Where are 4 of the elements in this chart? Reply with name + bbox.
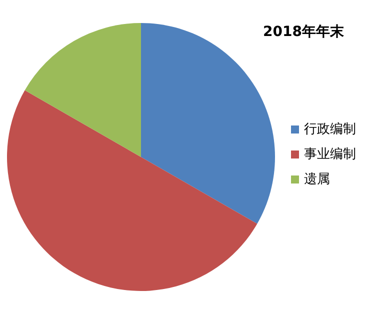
legend-label: 事业编制	[304, 147, 356, 162]
chart-title: 2018年年末	[263, 24, 345, 40]
legend-label: 遗属	[304, 172, 330, 187]
legend-label: 行政编制	[304, 122, 356, 137]
